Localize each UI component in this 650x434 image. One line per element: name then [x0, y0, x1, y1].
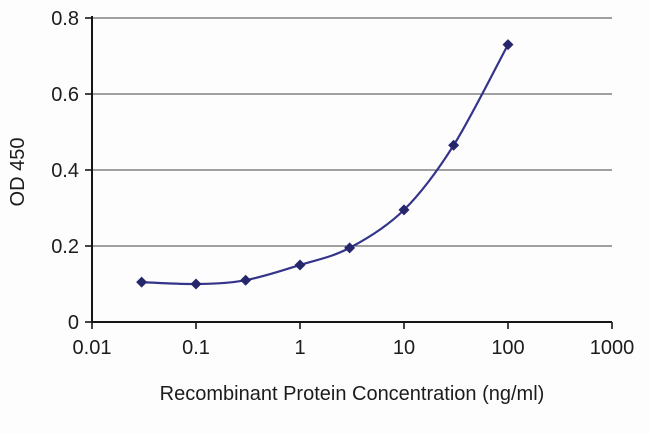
- y-tick-label: 0.6: [51, 84, 79, 106]
- series-line: [140, 43, 510, 286]
- y-tick-label: 0: [68, 312, 79, 334]
- y-tick-label: 0.4: [51, 160, 79, 182]
- data-point-marker: [448, 139, 460, 151]
- x-tick-label: 1: [294, 337, 305, 359]
- data-point-marker: [240, 274, 252, 286]
- x-tick-label: 0.01: [73, 337, 112, 359]
- x-axis-title: Recombinant Protein Concentration (ng/ml…: [160, 383, 545, 405]
- y-axis-title: OD 450: [7, 138, 29, 207]
- x-tick-labels: 0.01 0.1 1 10 100 1000: [73, 337, 635, 359]
- data-point-marker: [190, 278, 202, 290]
- x-tick-label: 10: [393, 337, 415, 359]
- data-series: [136, 39, 514, 290]
- data-point-marker: [294, 259, 306, 271]
- data-point-marker: [344, 242, 356, 254]
- y-tick-label: 0.8: [51, 8, 79, 30]
- y-tick-labels: 0 0.2 0.4 0.6 0.8: [51, 8, 79, 334]
- x-tick-label: 0.1: [182, 337, 210, 359]
- gridlines: [92, 17, 612, 247]
- x-tick-label: 1000: [590, 337, 635, 359]
- tick-marks: [85, 17, 613, 329]
- data-point-marker: [136, 276, 148, 288]
- y-tick-label: 0.2: [51, 236, 79, 258]
- data-point-marker: [398, 204, 410, 216]
- data-point-marker: [502, 39, 514, 51]
- x-tick-label: 100: [491, 337, 524, 359]
